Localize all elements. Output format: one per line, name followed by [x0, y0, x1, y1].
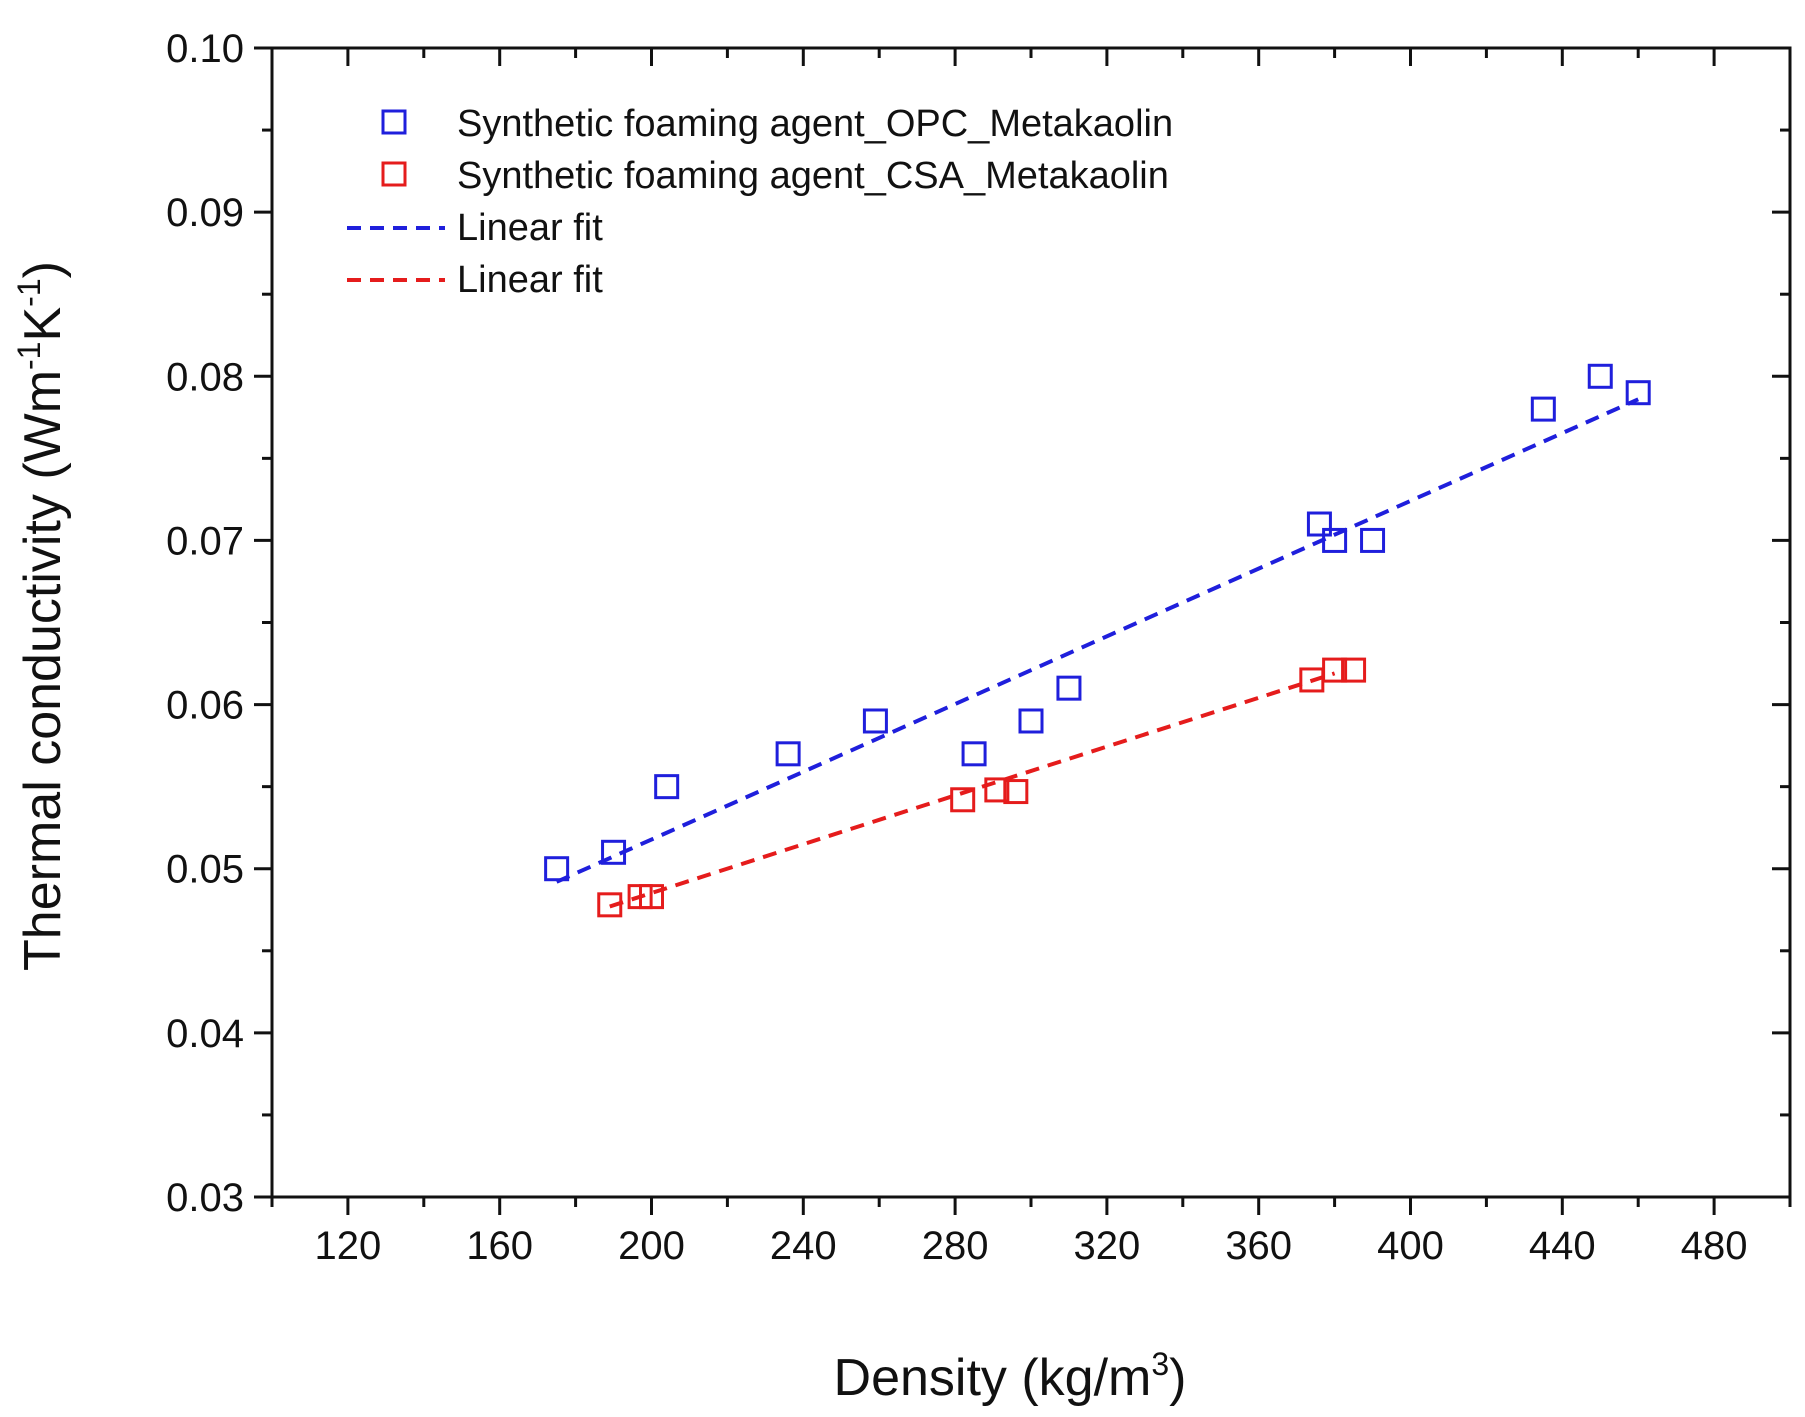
y-tick-label: 0.09: [166, 191, 244, 235]
data-point: [1056, 675, 1082, 701]
data-point: [862, 708, 888, 734]
data-point: [1341, 657, 1367, 683]
data-point: [961, 741, 987, 767]
x-tick-label: 480: [1681, 1224, 1748, 1268]
data-point: [1587, 363, 1613, 389]
y-tick-label: 0.06: [166, 684, 244, 728]
data-point: [950, 787, 976, 813]
y-axis-title-sup-2: -1: [11, 278, 47, 306]
fit-line: [555, 397, 1640, 884]
data-point: [775, 741, 801, 767]
x-tick-label: 360: [1225, 1224, 1292, 1268]
x-tick-label: 120: [315, 1224, 382, 1268]
legend-label-opc: Synthetic foaming agent_OPC_Metakaolin: [457, 103, 1173, 145]
legend-label-red-fit: Linear fit: [457, 259, 603, 301]
y-axis-title-part-2: K: [14, 307, 72, 342]
data-point: [1306, 511, 1332, 537]
y-axis-title-part-1: Thermal conductivity (Wm: [14, 370, 72, 971]
y-axis-title: Thermal conductivity (Wm-1K-1): [11, 261, 72, 971]
x-tick-label: 200: [618, 1224, 685, 1268]
data-point: [654, 774, 680, 800]
x-tick-label: 320: [1074, 1224, 1141, 1268]
y-tick-label: 0.03: [166, 1176, 244, 1220]
x-axis-title-sup: 3: [1151, 1346, 1169, 1382]
x-tick-label: 440: [1529, 1224, 1596, 1268]
x-tick-label: 160: [466, 1224, 533, 1268]
legend: Synthetic foaming agent_OPC_Metakaolin S…: [347, 103, 1173, 301]
data-point: [1625, 380, 1651, 406]
y-tick-label: 0.08: [166, 355, 244, 399]
data-point: [1003, 779, 1029, 805]
y-tick-label: 0.07: [166, 519, 244, 563]
data-point: [601, 839, 627, 865]
data-point: [1018, 708, 1044, 734]
y-axis-title-part-3: ): [14, 261, 72, 278]
data-point: [1530, 396, 1556, 422]
x-axis-title-end: ): [1169, 1349, 1186, 1407]
x-tick-label: 240: [770, 1224, 837, 1268]
y-tick-label: 0.04: [166, 1012, 244, 1056]
legend-label-blue-fit: Linear fit: [457, 207, 603, 249]
data-point: [1322, 657, 1348, 683]
data-point: [1360, 527, 1386, 553]
legend-marker-opc: [381, 109, 407, 135]
legend-label-csa: Synthetic foaming agent_CSA_Metakaolin: [457, 155, 1169, 197]
data-point: [984, 777, 1010, 803]
y-tick-label: 0.05: [166, 848, 244, 892]
y-tick-label: 0.10: [166, 27, 244, 71]
y-axis-title-sup-1: -1: [11, 342, 47, 370]
data-point: [639, 884, 664, 910]
x-axis-title: Density (kg/m3): [834, 1346, 1187, 1407]
data-point: [597, 892, 623, 918]
x-tick-label: 400: [1377, 1224, 1444, 1268]
data-point: [544, 856, 570, 882]
data-point: [1322, 527, 1348, 553]
plot-area: 120 160 200 240 280 320 360 400 440 480 0.03 0.04 0.…: [166, 27, 1792, 1268]
legend-marker-csa: [381, 161, 407, 187]
x-axis-title-main: Density (kg/m: [834, 1349, 1152, 1407]
x-tick-label: 280: [922, 1224, 989, 1268]
